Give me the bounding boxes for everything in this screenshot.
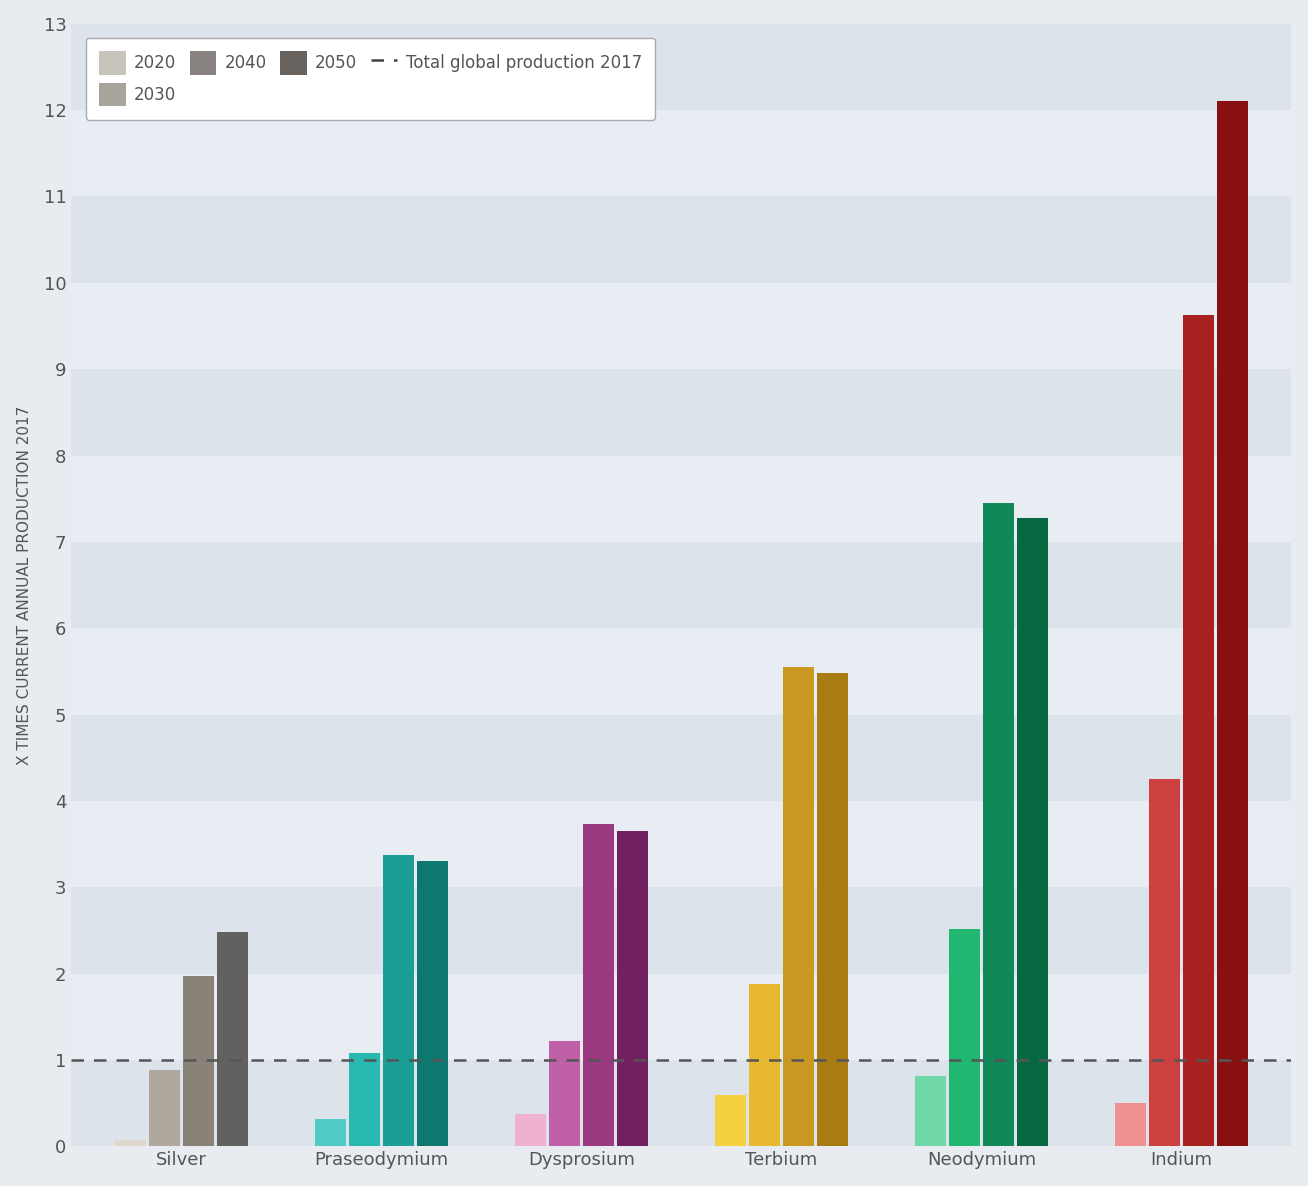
Bar (783, 667, 814, 1147)
Bar (1182, 314, 1214, 1147)
Bar (149, 1071, 179, 1147)
Bar (72, 282, 1291, 369)
Bar (818, 674, 848, 1147)
Bar (950, 929, 980, 1147)
Bar (749, 984, 780, 1147)
Bar (549, 1041, 579, 1147)
Bar (72, 369, 1291, 455)
Bar (515, 1114, 545, 1147)
Bar (1018, 518, 1048, 1147)
Y-axis label: X TIMES CURRENT ANNUAL PRODUCTION 2017: X TIMES CURRENT ANNUAL PRODUCTION 2017 (17, 406, 31, 765)
Bar (1216, 101, 1248, 1147)
Bar (72, 110, 1291, 197)
Bar (72, 715, 1291, 801)
Bar (715, 1095, 746, 1147)
Bar (72, 24, 1291, 110)
Bar (72, 542, 1291, 629)
Bar (72, 974, 1291, 1060)
Bar (72, 197, 1291, 282)
Bar (383, 855, 413, 1147)
Bar (72, 801, 1291, 887)
Legend: 2020, 2030, 2040, 2050, Total global production 2017: 2020, 2030, 2040, 2050, Total global pro… (86, 38, 655, 120)
Bar (1114, 1103, 1146, 1147)
Bar (984, 503, 1014, 1147)
Bar (417, 861, 447, 1147)
Bar (916, 1076, 946, 1147)
Bar (1148, 778, 1180, 1147)
Bar (617, 831, 647, 1147)
Bar (72, 455, 1291, 542)
Bar (315, 1118, 345, 1147)
Bar (72, 887, 1291, 974)
Bar (349, 1053, 379, 1147)
Bar (72, 1060, 1291, 1147)
Bar (183, 976, 213, 1147)
Bar (115, 1141, 145, 1147)
Bar (217, 932, 247, 1147)
Bar (583, 824, 613, 1147)
Bar (72, 629, 1291, 715)
